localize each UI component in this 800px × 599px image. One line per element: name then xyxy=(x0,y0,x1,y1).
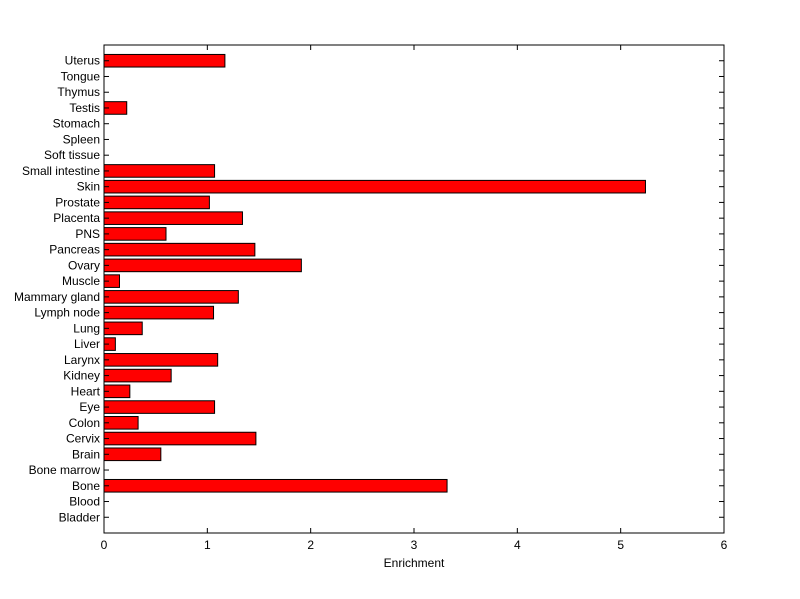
y-tick-label: Bladder xyxy=(59,510,100,524)
y-tick-label: Heart xyxy=(71,384,101,398)
bar xyxy=(103,164,216,178)
y-tick-label: Uterus xyxy=(65,54,100,68)
y-tick-label: Stomach xyxy=(53,117,100,131)
bar xyxy=(103,478,448,493)
bar xyxy=(103,400,216,414)
y-tick-label: Larynx xyxy=(64,353,100,367)
y-tick-label: Brain xyxy=(72,447,100,461)
bar xyxy=(103,242,256,257)
bar xyxy=(103,179,646,194)
y-tick-label: Mammary gland xyxy=(14,290,100,304)
bar xyxy=(103,321,143,336)
y-tick-label: Ovary xyxy=(68,258,100,272)
bar xyxy=(103,227,167,241)
x-ticks-group: 0 1 2 3 4 5 6 xyxy=(101,45,728,552)
x-tick-label: 2 xyxy=(307,538,314,552)
y-tick-label: Placenta xyxy=(53,211,100,225)
y-tick-label: Lung xyxy=(73,321,100,335)
bar xyxy=(103,305,215,320)
y-tick-label: Pancreas xyxy=(49,243,100,257)
x-tick-label: 4 xyxy=(514,538,521,552)
y-tick-label: Liver xyxy=(74,337,100,351)
bar xyxy=(103,195,210,210)
y-tick-label: Thymus xyxy=(57,85,100,99)
y-tick-label: Eye xyxy=(79,400,100,414)
bar xyxy=(103,353,219,367)
y-tick-label: Small intestine xyxy=(22,164,100,178)
bar xyxy=(103,431,257,446)
y-tick-label: Bone xyxy=(72,479,100,493)
x-axis-title: Enrichment xyxy=(384,556,445,570)
bar xyxy=(103,447,162,462)
y-tick-label: Cervix xyxy=(66,432,100,446)
y-tick-label: Bone marrow xyxy=(29,463,101,477)
y-tick-label: Testis xyxy=(69,101,100,115)
bar xyxy=(103,416,139,430)
x-tick-label: 3 xyxy=(411,538,418,552)
y-tick-label: Kidney xyxy=(63,369,100,383)
x-tick-label: 1 xyxy=(204,538,211,552)
bar xyxy=(103,368,172,383)
y-tick-label: Soft tissue xyxy=(44,148,100,162)
x-tick-label: 6 xyxy=(721,538,728,552)
bar xyxy=(103,258,302,273)
y-tick-label: Tongue xyxy=(61,69,101,83)
y-tick-label: Prostate xyxy=(55,195,100,209)
bar xyxy=(103,211,243,225)
bar xyxy=(103,290,239,304)
y-tick-label: PNS xyxy=(75,227,100,241)
y-tick-label: Spleen xyxy=(63,132,100,146)
x-tick-label: 5 xyxy=(617,538,624,552)
y-tick-label: Lymph node xyxy=(34,306,100,320)
y-tick-label: Muscle xyxy=(62,274,100,288)
plot-frame xyxy=(103,44,725,534)
plot-area xyxy=(104,45,724,533)
y-tick-label: Blood xyxy=(69,495,100,509)
bar xyxy=(103,53,226,68)
y-tick-label: Skin xyxy=(77,180,100,194)
y-tick-label: Colon xyxy=(69,416,100,430)
x-tick-label: 0 xyxy=(101,538,108,552)
